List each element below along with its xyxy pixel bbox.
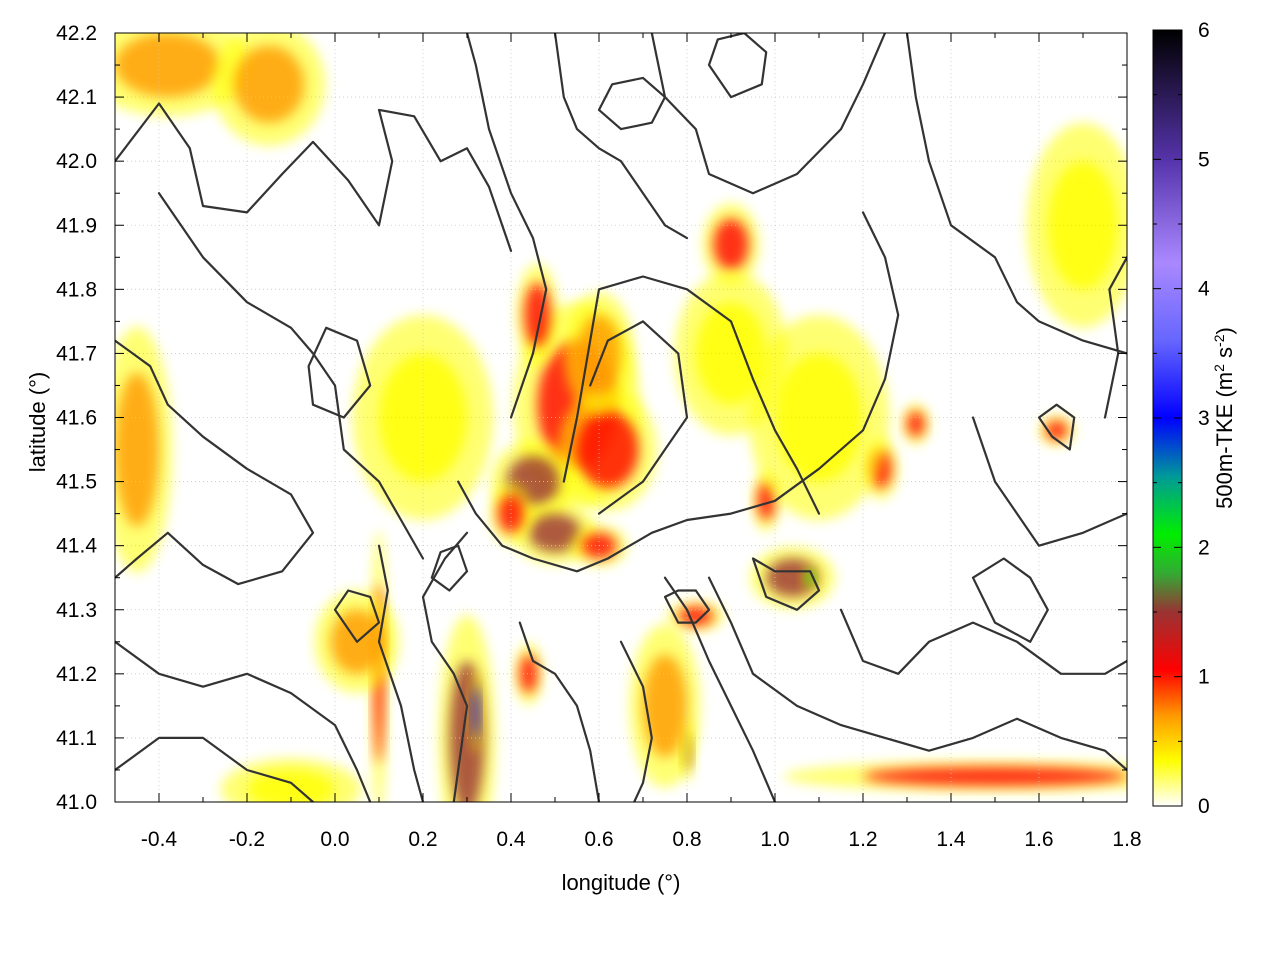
contour-line-4 bbox=[115, 736, 315, 802]
contour-line-8 bbox=[457, 211, 900, 573]
contour-line-10 bbox=[562, 275, 821, 515]
y-tick-label: 41.6 bbox=[56, 407, 97, 430]
heat-spot-23 bbox=[233, 45, 305, 123]
colorbar-tick-label: 5 bbox=[1198, 148, 1210, 171]
y-tick-label: 42.2 bbox=[56, 22, 97, 45]
y-tick-label: 41.3 bbox=[56, 599, 97, 622]
y-tick-label: 41.8 bbox=[56, 278, 97, 301]
y-tick-label: 41.2 bbox=[56, 663, 97, 686]
contour-line-15 bbox=[971, 416, 1127, 547]
x-tick-labels: -0.4 -0.2 0.0 0.2 0.4 0.6 0.8 1.0 1.2 1.4 1.6 1.8 bbox=[141, 828, 1142, 851]
contour-line-23 bbox=[1037, 403, 1076, 451]
x-tick-label: 0.8 bbox=[672, 828, 701, 851]
contour-line-26 bbox=[597, 76, 667, 131]
y-tick-label: 41.7 bbox=[56, 342, 97, 365]
y-tick-label: 41.5 bbox=[56, 471, 97, 494]
contour-line-28 bbox=[1103, 256, 1127, 419]
contour-line-0 bbox=[115, 102, 513, 252]
contour-line-17 bbox=[707, 576, 1127, 772]
x-axis-label: longitude (°) bbox=[562, 870, 681, 895]
contour-line-2 bbox=[115, 339, 315, 586]
colorbar-ticks bbox=[1153, 29, 1182, 807]
x-tick-label: 1.2 bbox=[848, 828, 877, 851]
colorbar-tick-labels: 0 1 2 3 4 5 6 bbox=[1198, 19, 1210, 818]
contour-line-22 bbox=[751, 557, 821, 611]
contour-line-12 bbox=[650, 33, 887, 195]
colorbar-label-sup-1: 2 bbox=[1211, 364, 1227, 372]
contour-line-7 bbox=[518, 621, 601, 802]
heat-spot-24 bbox=[115, 372, 159, 527]
y-tick-label: 41.9 bbox=[56, 214, 97, 237]
colorbar-tick-label: 3 bbox=[1198, 407, 1210, 430]
contour-line-24 bbox=[333, 589, 381, 643]
x-tick-label: 0.4 bbox=[496, 828, 526, 851]
x-tick-label: 0.6 bbox=[584, 828, 613, 851]
contour-line-5 bbox=[377, 544, 425, 802]
grid-lines bbox=[115, 33, 1127, 802]
y-axis-label: latitude (°) bbox=[25, 372, 50, 473]
contour-line-14 bbox=[905, 33, 1127, 355]
contour-line-9 bbox=[465, 33, 548, 419]
colorbar-tick-label: 2 bbox=[1198, 536, 1210, 559]
axis-ticks bbox=[114, 32, 1128, 803]
heat-spot-14 bbox=[907, 411, 925, 437]
x-tick-label: 1.8 bbox=[1112, 828, 1141, 851]
x-tick-label: -0.4 bbox=[141, 828, 178, 851]
contour-line-25 bbox=[430, 544, 469, 592]
contour-line-27 bbox=[707, 33, 768, 99]
colorbar-label-main: 500m-TKE (m bbox=[1212, 372, 1237, 509]
colorbar-tick-label: 4 bbox=[1198, 278, 1210, 301]
y-tick-label: 41.4 bbox=[56, 535, 97, 558]
contour-line-19 bbox=[839, 608, 1127, 675]
x-tick-label: 1.4 bbox=[936, 828, 966, 851]
heat-spot-7 bbox=[472, 686, 480, 738]
colorbar-label: 500m-TKE (m2 s-2) bbox=[1211, 327, 1237, 509]
y-tick-label: 41.0 bbox=[56, 791, 97, 814]
heat-spot-10 bbox=[766, 558, 819, 597]
heat-spot-21 bbox=[863, 766, 1127, 786]
colorbar-label-sup-2: -2 bbox=[1211, 334, 1227, 347]
heat-spot-3 bbox=[528, 513, 582, 553]
heat-spot-28 bbox=[643, 654, 687, 758]
y-tick-labels: 41.0 41.1 41.2 41.3 41.4 41.5 41.6 41.7 41.8 41.9… bbox=[56, 22, 97, 814]
x-tick-label: -0.2 bbox=[229, 828, 265, 851]
y-tick-label: 42.0 bbox=[56, 150, 97, 173]
heat-spot-1 bbox=[577, 411, 639, 488]
heat-spot-18 bbox=[713, 218, 749, 271]
x-tick-label: 1.0 bbox=[760, 828, 789, 851]
x-tick-label: 1.6 bbox=[1024, 828, 1053, 851]
x-tick-label: 0.2 bbox=[408, 828, 437, 851]
colorbar-label-end: ) bbox=[1212, 327, 1237, 334]
colorbar-label-mid: s bbox=[1212, 347, 1237, 364]
orography-contours bbox=[115, 33, 1127, 802]
contour-line-11 bbox=[589, 320, 689, 515]
y-tick-label: 42.1 bbox=[56, 86, 97, 109]
colorbar-tick-label: 1 bbox=[1198, 666, 1210, 689]
y-tick-label: 41.1 bbox=[56, 727, 97, 750]
heat-spot-9 bbox=[519, 654, 538, 694]
contour-line-13 bbox=[553, 33, 689, 240]
contour-line-18 bbox=[619, 640, 653, 802]
contour-line-6 bbox=[421, 531, 469, 802]
heat-spot-26 bbox=[247, 769, 335, 802]
x-tick-label: 0.0 bbox=[320, 828, 349, 851]
contour-line-29 bbox=[307, 326, 372, 419]
colorbar-tick-label: 0 bbox=[1198, 795, 1210, 818]
contour-line-3 bbox=[115, 640, 372, 802]
contour-line-1 bbox=[157, 192, 425, 560]
contour-line-16 bbox=[663, 576, 777, 802]
colorbar-tick-label: 6 bbox=[1198, 19, 1210, 42]
heat-spot-22 bbox=[115, 33, 221, 98]
contour-line-20 bbox=[971, 557, 1049, 643]
contour-line-21 bbox=[663, 589, 711, 624]
